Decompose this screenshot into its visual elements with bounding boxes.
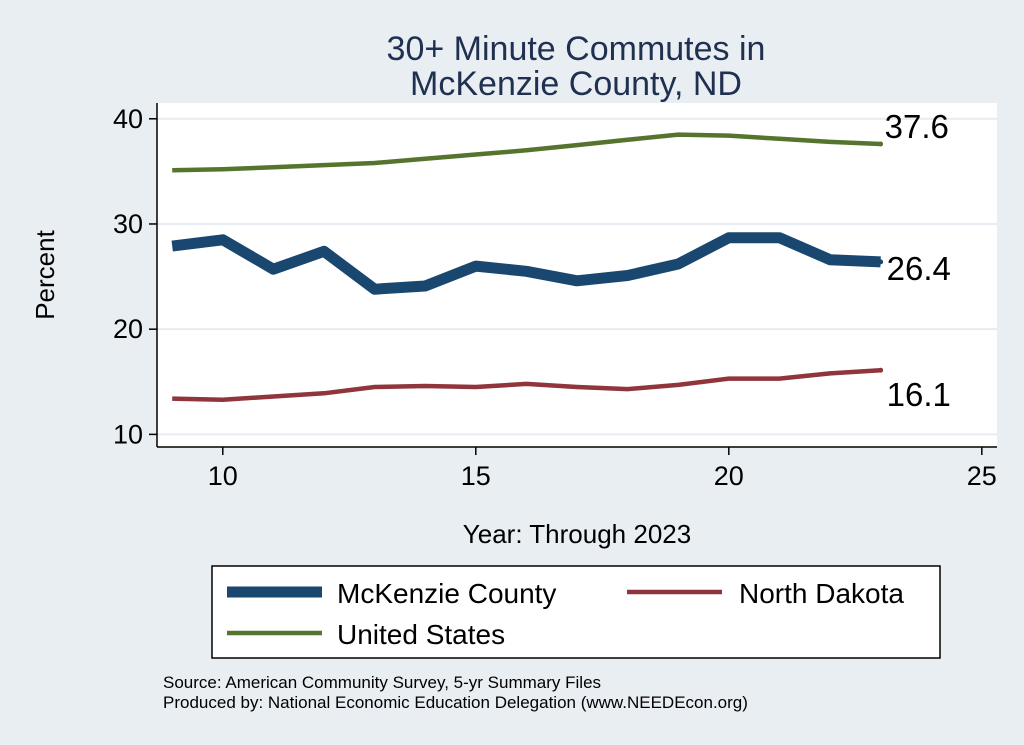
- axes: 10 20 30 40 10 15 20 25: [113, 103, 997, 491]
- series-layer: [171, 132, 884, 402]
- chart-title-line-1: 30+ Minute Commutes in: [387, 30, 766, 68]
- source-note: Source: American Community Survey, 5-yr …: [163, 673, 601, 692]
- x-tick-label-10: 10: [208, 461, 238, 491]
- legend-label-north-dakota: North Dakota: [739, 578, 904, 609]
- x-tick-label-15: 15: [461, 461, 491, 491]
- series-endpoint-united-states: [878, 141, 884, 147]
- y-tick-label-20: 20: [113, 314, 143, 344]
- end-labels: 26.4 16.1 37.6: [885, 108, 951, 413]
- gridlines: [157, 117, 997, 436]
- legend-label-united-states: United States: [337, 619, 505, 650]
- series-line-mckenzie-county: [171, 232, 881, 295]
- x-tick-label-20: 20: [714, 461, 744, 491]
- series-line-united-states: [172, 132, 881, 173]
- x-tick-label-25: 25: [967, 461, 997, 491]
- end-label-north-dakota: 16.1: [887, 376, 951, 413]
- legend: McKenzie County North Dakota United Stat…: [211, 565, 941, 659]
- series-endpoint-north-dakota: [878, 367, 884, 373]
- y-tick-label-40: 40: [113, 104, 143, 134]
- legend-box: [211, 565, 941, 659]
- legend-label-mckenzie-county: McKenzie County: [337, 578, 556, 609]
- producer-note: Produced by: National Economic Education…: [163, 693, 748, 712]
- chart-title-line-2: McKenzie County, ND: [410, 65, 742, 103]
- y-axis-label: Percent: [30, 229, 60, 319]
- end-label-united-states: 37.6: [885, 108, 949, 145]
- y-tick-label-30: 30: [113, 209, 143, 239]
- y-tick-label-10: 10: [113, 419, 143, 449]
- plot-area: [157, 103, 997, 447]
- series-endpoint-mckenzie-county: [878, 259, 884, 265]
- x-axis-label: Year: Through 2023: [463, 519, 691, 549]
- end-label-mckenzie-county: 26.4: [887, 250, 951, 287]
- series-line-north-dakota: [172, 367, 881, 402]
